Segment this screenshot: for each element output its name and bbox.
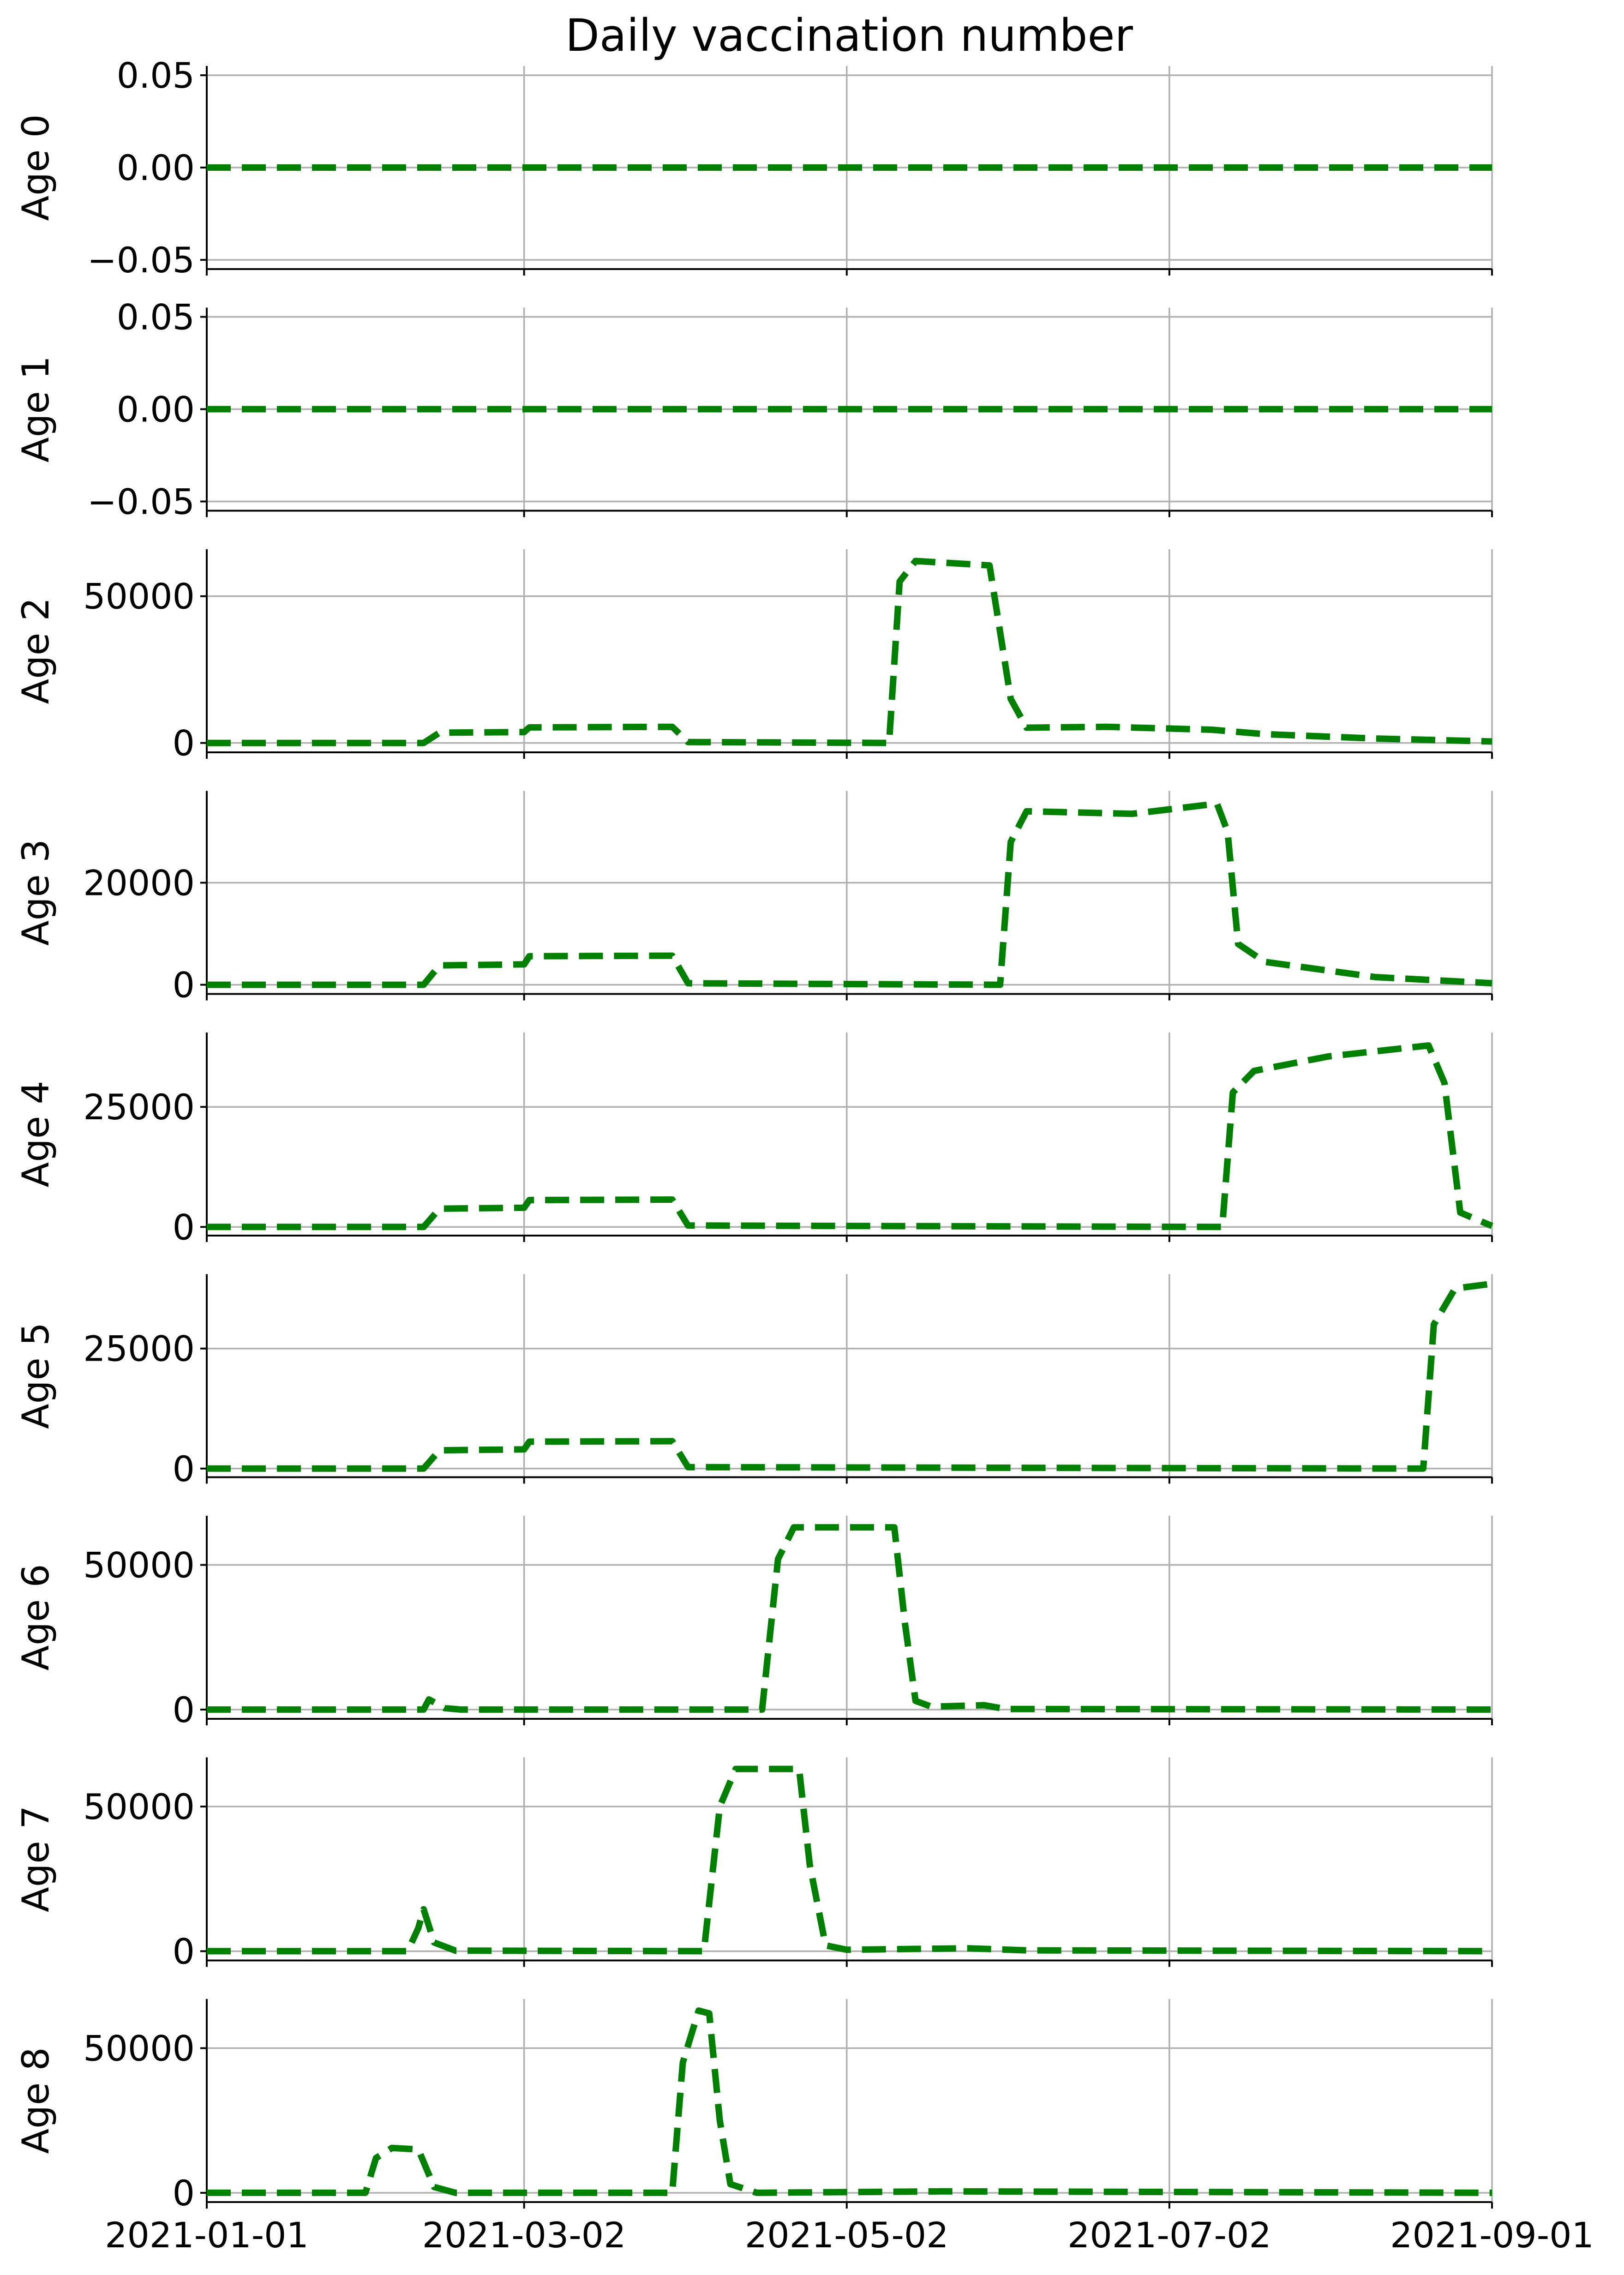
y-tick-label: 0 xyxy=(173,1689,195,1730)
y-tick-label: 0 xyxy=(173,1448,195,1489)
y-axis-label: Age 3 xyxy=(14,839,57,946)
y-tick-label: 50000 xyxy=(83,1545,195,1586)
y-axis-label: Age 2 xyxy=(14,597,57,704)
subplot-age-1: 0.05 0.00 −0.05 Age 1 xyxy=(14,297,1493,522)
subplot-age-2: 0 50000 Age 2 xyxy=(14,549,1493,764)
y-tick-label: 25000 xyxy=(83,1086,195,1128)
subplot-age-7: 0 50000 Age 7 xyxy=(14,1757,1493,1972)
y-tick-label: 0.05 xyxy=(117,55,195,96)
x-tick-label: 2021-03-02 xyxy=(422,2215,626,2256)
y-tick-label: 0 xyxy=(173,1207,195,1248)
x-tick-label: 2021-09-01 xyxy=(1390,2215,1594,2256)
y-tick-label: 0 xyxy=(173,723,195,764)
y-tick-label: 50000 xyxy=(83,2028,195,2069)
x-tick-label: 2021-05-02 xyxy=(745,2215,949,2256)
y-tick-label: −0.05 xyxy=(87,481,195,522)
y-tick-label: 0 xyxy=(173,1931,195,1972)
y-axis-label: Age 7 xyxy=(14,1806,57,1912)
y-axis-label: Age 5 xyxy=(14,1322,57,1429)
y-axis-label: Age 1 xyxy=(14,356,57,462)
subplot-age-3: 0 20000 Age 3 xyxy=(14,791,1493,1006)
y-axis-label: Age 8 xyxy=(14,2047,57,2154)
y-tick-label: 50000 xyxy=(83,1786,195,1827)
subplot-age-0: 0.05 0.00 −0.05 Age 0 xyxy=(14,55,1493,281)
y-axis-label: Age 0 xyxy=(14,114,57,221)
y-tick-label: −0.05 xyxy=(87,240,195,281)
subplot-age-6: 0 50000 Age 6 xyxy=(14,1516,1493,1730)
subplot-age-5: 0 25000 Age 5 xyxy=(14,1274,1493,1489)
y-tick-label: 50000 xyxy=(83,576,195,617)
y-axis-label: Age 6 xyxy=(14,1564,57,1670)
y-tick-label: 25000 xyxy=(83,1328,195,1369)
y-tick-label: 0.00 xyxy=(117,389,195,430)
y-tick-label: 0 xyxy=(173,965,195,1006)
series-line xyxy=(207,800,1492,988)
subplot-age-8: 0 50000 2021-01-01 2021-03-02 2021-05-02 2021… xyxy=(14,1999,1594,2256)
x-tick-label: 2021-01-01 xyxy=(105,2215,309,2256)
series-line xyxy=(207,1765,1492,1955)
series-line xyxy=(207,1524,1492,1713)
y-tick-label: 20000 xyxy=(83,862,195,903)
y-tick-label: 0.00 xyxy=(117,147,195,188)
subplot-grid: 0.05 0.00 −0.05 Age 0 0.05 0.00 −0.05 Age 1 0 500… xyxy=(14,55,1594,2256)
series-line xyxy=(207,1042,1493,1231)
x-tick-label: 2021-07-02 xyxy=(1067,2215,1271,2256)
series-line xyxy=(207,1280,1492,1472)
series-line xyxy=(207,2007,1492,2196)
figure-title: Daily vaccination number xyxy=(565,10,1133,61)
series-line xyxy=(207,558,1492,746)
y-axis-label: Age 4 xyxy=(14,1080,57,1187)
y-tick-label: 0.05 xyxy=(117,297,195,338)
y-tick-label: 0 xyxy=(173,2173,195,2214)
subplot-age-4: 0 25000 Age 4 xyxy=(14,1032,1493,1248)
